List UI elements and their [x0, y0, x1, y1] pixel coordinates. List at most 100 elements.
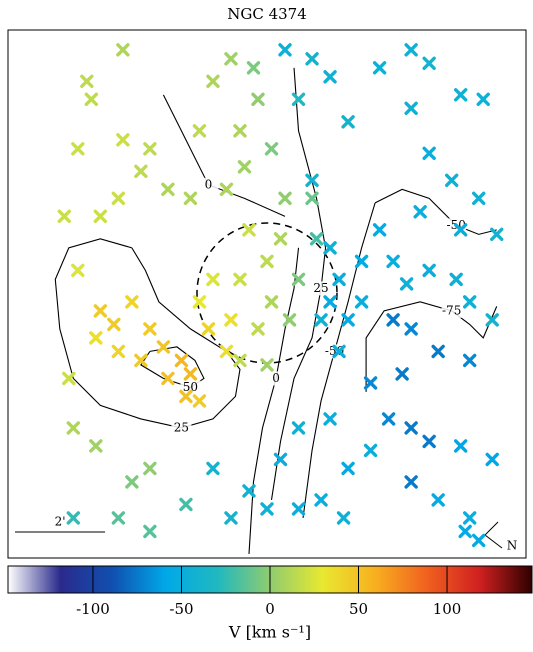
cross-marker: [206, 461, 220, 476]
cross-marker: [291, 502, 306, 516]
cross-marker: [251, 92, 265, 107]
contour-line: [248, 247, 300, 554]
cross-marker: [462, 353, 477, 368]
cross-marker: [125, 295, 139, 309]
cross-marker: [291, 92, 306, 107]
cross-marker: [462, 511, 477, 525]
cross-marker: [404, 322, 418, 336]
cross-marker: [233, 353, 247, 368]
cross-marker: [431, 493, 445, 507]
cross-marker: [71, 263, 85, 278]
cross-marker: [242, 223, 256, 237]
contour-label: 0: [205, 177, 213, 191]
cross-marker: [422, 263, 436, 278]
cross-marker: [309, 232, 324, 246]
cross-marker: [111, 344, 126, 359]
compass-arrow: [484, 534, 503, 549]
cross-marker: [291, 272, 306, 287]
cross-marker: [453, 223, 468, 237]
cross-marker: [354, 295, 369, 309]
cross-marker: [462, 295, 477, 309]
cross-marker: [336, 511, 351, 525]
cross-marker: [143, 524, 157, 539]
contour-line: [374, 188, 497, 235]
cross-marker: [116, 133, 130, 147]
contour-label: 0: [272, 371, 280, 385]
cross-marker: [264, 295, 279, 309]
cross-marker: [134, 353, 148, 368]
cross-marker: [264, 142, 279, 156]
contour-label-bg: [180, 380, 201, 395]
cross-marker: [363, 443, 378, 458]
cross-marker: [224, 511, 238, 525]
cross-marker: [242, 484, 256, 498]
cross-marker: [143, 461, 157, 476]
cross-marker: [161, 371, 175, 386]
cross-marker: [381, 412, 396, 426]
colorbar-tick-label: 100: [433, 600, 462, 618]
cross-marker: [422, 56, 436, 71]
cross-marker: [422, 146, 436, 161]
cross-marker: [111, 191, 126, 206]
cross-marker: [84, 92, 99, 107]
contour-label-bg: [198, 177, 219, 192]
cross-marker: [372, 223, 387, 237]
cross-marker: [93, 304, 108, 318]
contour-label-bg: [171, 420, 192, 435]
cross-marker: [134, 164, 148, 179]
cross-marker: [305, 173, 319, 188]
cross-marker: [143, 142, 157, 156]
contour-line: [365, 301, 498, 392]
cross-marker: [341, 461, 355, 476]
cross-marker: [62, 371, 76, 386]
points: [57, 43, 504, 548]
colorbar-tick-label: 50: [349, 600, 368, 618]
colorbar-tick-label: 0: [265, 600, 275, 618]
cross-marker: [472, 191, 486, 206]
cross-marker: [323, 412, 337, 426]
cross-marker: [305, 191, 319, 206]
cross-marker: [354, 254, 369, 269]
cross-marker: [237, 160, 252, 174]
contour-label: 25: [174, 420, 189, 434]
cross-marker: [453, 88, 468, 102]
cross-marker: [386, 313, 400, 327]
cross-marker: [93, 209, 108, 224]
cross-marker: [192, 394, 207, 408]
cross-marker: [332, 272, 346, 287]
cross-marker: [449, 272, 463, 287]
colorbar-tick-label: -100: [76, 600, 110, 618]
cross-marker: [246, 61, 261, 75]
contour-label-bg: [324, 344, 345, 359]
cross-marker: [422, 434, 436, 449]
cross-marker: [224, 313, 238, 327]
cross-marker: [399, 277, 414, 291]
cross-marker: [395, 367, 409, 381]
cross-marker: [57, 209, 72, 224]
cross-marker: [80, 74, 94, 89]
contour-line: [302, 202, 376, 519]
scale-bar-label: 2': [55, 515, 66, 529]
cross-marker: [363, 376, 378, 390]
cross-marker: [458, 524, 472, 539]
contour-label: 25: [313, 281, 328, 295]
plot-frame: [7, 29, 527, 559]
cross-marker: [251, 322, 265, 336]
cross-marker: [404, 475, 418, 489]
chart-title: NGC 4374: [227, 5, 307, 23]
cross-marker: [71, 142, 85, 156]
colorbar-label: V [km s⁻¹]: [228, 623, 311, 642]
cross-marker: [314, 493, 328, 507]
cross-marker: [386, 254, 400, 269]
cross-marker: [206, 74, 220, 89]
cross-marker: [233, 272, 247, 287]
colorbar-tick-label: -50: [169, 600, 193, 618]
cross-marker: [89, 331, 103, 345]
cross-marker: [201, 322, 216, 336]
cross-marker: [107, 317, 121, 332]
cross-marker: [143, 322, 157, 336]
contour-label: 50: [183, 380, 198, 394]
cross-marker: [156, 340, 171, 354]
cross-marker: [444, 173, 459, 188]
